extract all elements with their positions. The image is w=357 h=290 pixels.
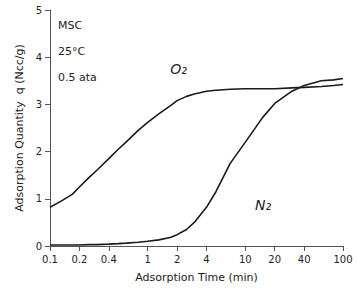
svg-text:N₂: N₂ bbox=[255, 197, 271, 213]
svg-text:4: 4 bbox=[36, 52, 42, 63]
svg-text:20: 20 bbox=[268, 254, 281, 265]
svg-text:2: 2 bbox=[36, 146, 42, 157]
svg-text:0.4: 0.4 bbox=[101, 254, 117, 265]
svg-text:1: 1 bbox=[144, 254, 150, 265]
svg-text:0.2: 0.2 bbox=[71, 254, 87, 265]
svg-text:100: 100 bbox=[333, 254, 352, 265]
svg-text:2: 2 bbox=[174, 254, 180, 265]
svg-text:0.1: 0.1 bbox=[42, 254, 58, 265]
svg-text:O₂: O₂ bbox=[170, 61, 187, 77]
svg-text:Adsorption Time (min): Adsorption Time (min) bbox=[135, 271, 258, 284]
svg-text:5: 5 bbox=[36, 5, 42, 16]
svg-text:MSC: MSC bbox=[58, 19, 82, 32]
svg-text:10: 10 bbox=[239, 254, 252, 265]
svg-text:3: 3 bbox=[36, 99, 42, 110]
svg-text:25°C: 25°C bbox=[58, 45, 85, 58]
svg-text:1: 1 bbox=[36, 193, 42, 204]
svg-text:40: 40 bbox=[298, 254, 311, 265]
svg-text:Adsorption Quantity q (Ncc/g): Adsorption Quantity q (Ncc/g) bbox=[13, 44, 26, 211]
svg-text:0: 0 bbox=[36, 241, 42, 252]
svg-text:0.5 ata: 0.5 ata bbox=[58, 71, 97, 84]
svg-text:4: 4 bbox=[203, 254, 209, 265]
